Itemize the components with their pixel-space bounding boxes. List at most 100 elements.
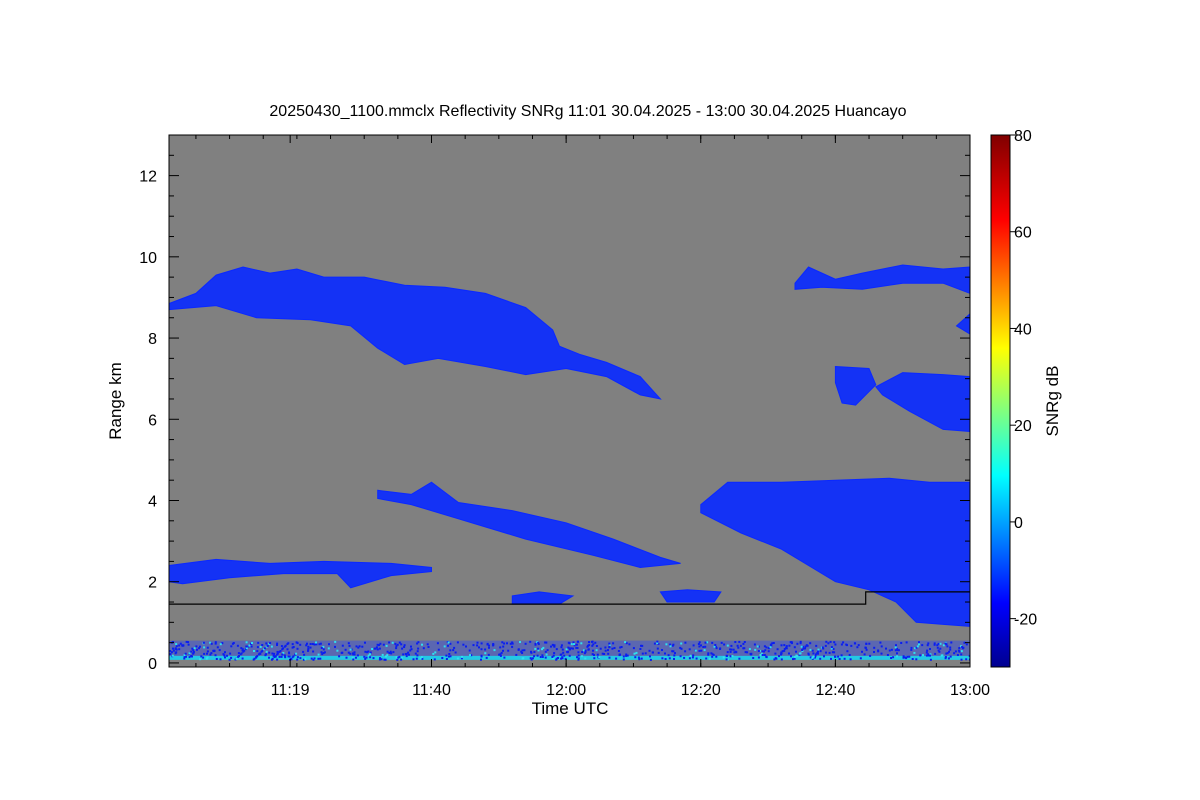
clutter-speck [353,653,356,656]
clutter-speck [416,650,419,653]
clutter-speck [192,652,195,655]
clutter-speck [355,645,358,648]
colorbar-tick-label: 20 [1014,418,1032,435]
clutter-speck [199,645,201,648]
clutter-speck [947,657,950,660]
clutter-speck [769,646,772,649]
clutter-speck [580,642,583,645]
clutter-speck [218,649,221,652]
clutter-speck [193,647,196,650]
clutter-speck [243,649,246,652]
clutter-speck [949,655,952,658]
clutter-speck [305,644,308,647]
clutter-speck [764,649,767,652]
clutter-speck [720,641,723,644]
clutter-speck [897,649,900,652]
clutter-speck [968,654,970,657]
clutter-speck [900,642,903,644]
clutter-speck [206,652,208,655]
clutter-speck [389,650,392,653]
clutter-speck [226,654,228,657]
clutter-speck [801,645,804,648]
clutter-speck [734,641,737,643]
clutter-speck [266,644,269,647]
clutter-speck [219,658,222,661]
clutter-speck [367,654,370,657]
clutter-speck [215,658,218,660]
clutter-speck [269,642,272,645]
clutter-speck [443,645,446,648]
clutter-speck [445,658,448,660]
clutter-speck [276,652,279,655]
clutter-speck [707,653,710,656]
clutter-speck [313,657,316,660]
clutter-speck [873,646,876,649]
clutter-speck [196,648,198,651]
clutter-speck [192,649,195,652]
clutter-speck [521,657,524,660]
clutter-speck [541,656,544,658]
clutter-speck [453,646,456,649]
clutter-speck [319,642,322,645]
clutter-speck [501,641,504,644]
clutter-speck [929,653,932,656]
clutter-speck [511,642,514,645]
clutter-speck [426,643,429,646]
clutter-speck [470,654,473,657]
clutter-speck [183,655,186,658]
clutter-speck [317,657,320,660]
clutter-speck [859,657,862,660]
clutter-speck [400,656,403,659]
clutter-speck [944,656,947,658]
clutter-speck [394,642,397,645]
clutter-speck [279,650,282,652]
clutter-speck [557,657,559,659]
clutter-speck [205,657,208,660]
clutter-speck [422,647,425,650]
clutter-speck [854,642,857,645]
clutter-speck [182,644,185,647]
clutter-speck [781,650,784,653]
clutter-speck [449,642,452,645]
clutter-speck [680,647,683,650]
clutter-speck [697,643,700,645]
clutter-speck [567,646,570,649]
clutter-speck [864,646,867,649]
clutter-speck [896,655,899,658]
clutter-speck [412,658,415,661]
y-tick-label: 0 [148,656,157,673]
clutter-speck [757,650,760,652]
clutter-speck [537,641,540,644]
clutter-speck [400,643,403,646]
clutter-speck [587,648,590,651]
clutter-speck [299,657,302,660]
clutter-speck [292,655,295,658]
clutter-speck [560,646,563,649]
clutter-speck [338,655,341,658]
clutter-speck [253,657,256,660]
clutter-speck [416,642,419,645]
clutter-speck [259,645,262,648]
clutter-speck [485,656,488,659]
clutter-speck [774,652,777,655]
clutter-speck [926,649,929,652]
clutter-speck [694,649,697,652]
clutter-speck [258,652,261,655]
clutter-speck [848,654,851,656]
clutter-speck [713,645,716,648]
clutter-speck [796,642,799,645]
clutter-speck [202,656,205,659]
clutter-speck [183,657,186,660]
clutter-speck [684,641,687,644]
clutter-speck [265,653,267,656]
clutter-speck [949,648,952,651]
clutter-speck [271,652,274,655]
clutter-speck [541,654,544,657]
clutter-speck [577,654,580,657]
clutter-speck [572,641,575,644]
clutter-speck [811,649,814,652]
clutter-speck [759,654,762,656]
clutter-speck [410,648,413,651]
clutter-speck [441,657,444,659]
clutter-speck [830,647,833,650]
